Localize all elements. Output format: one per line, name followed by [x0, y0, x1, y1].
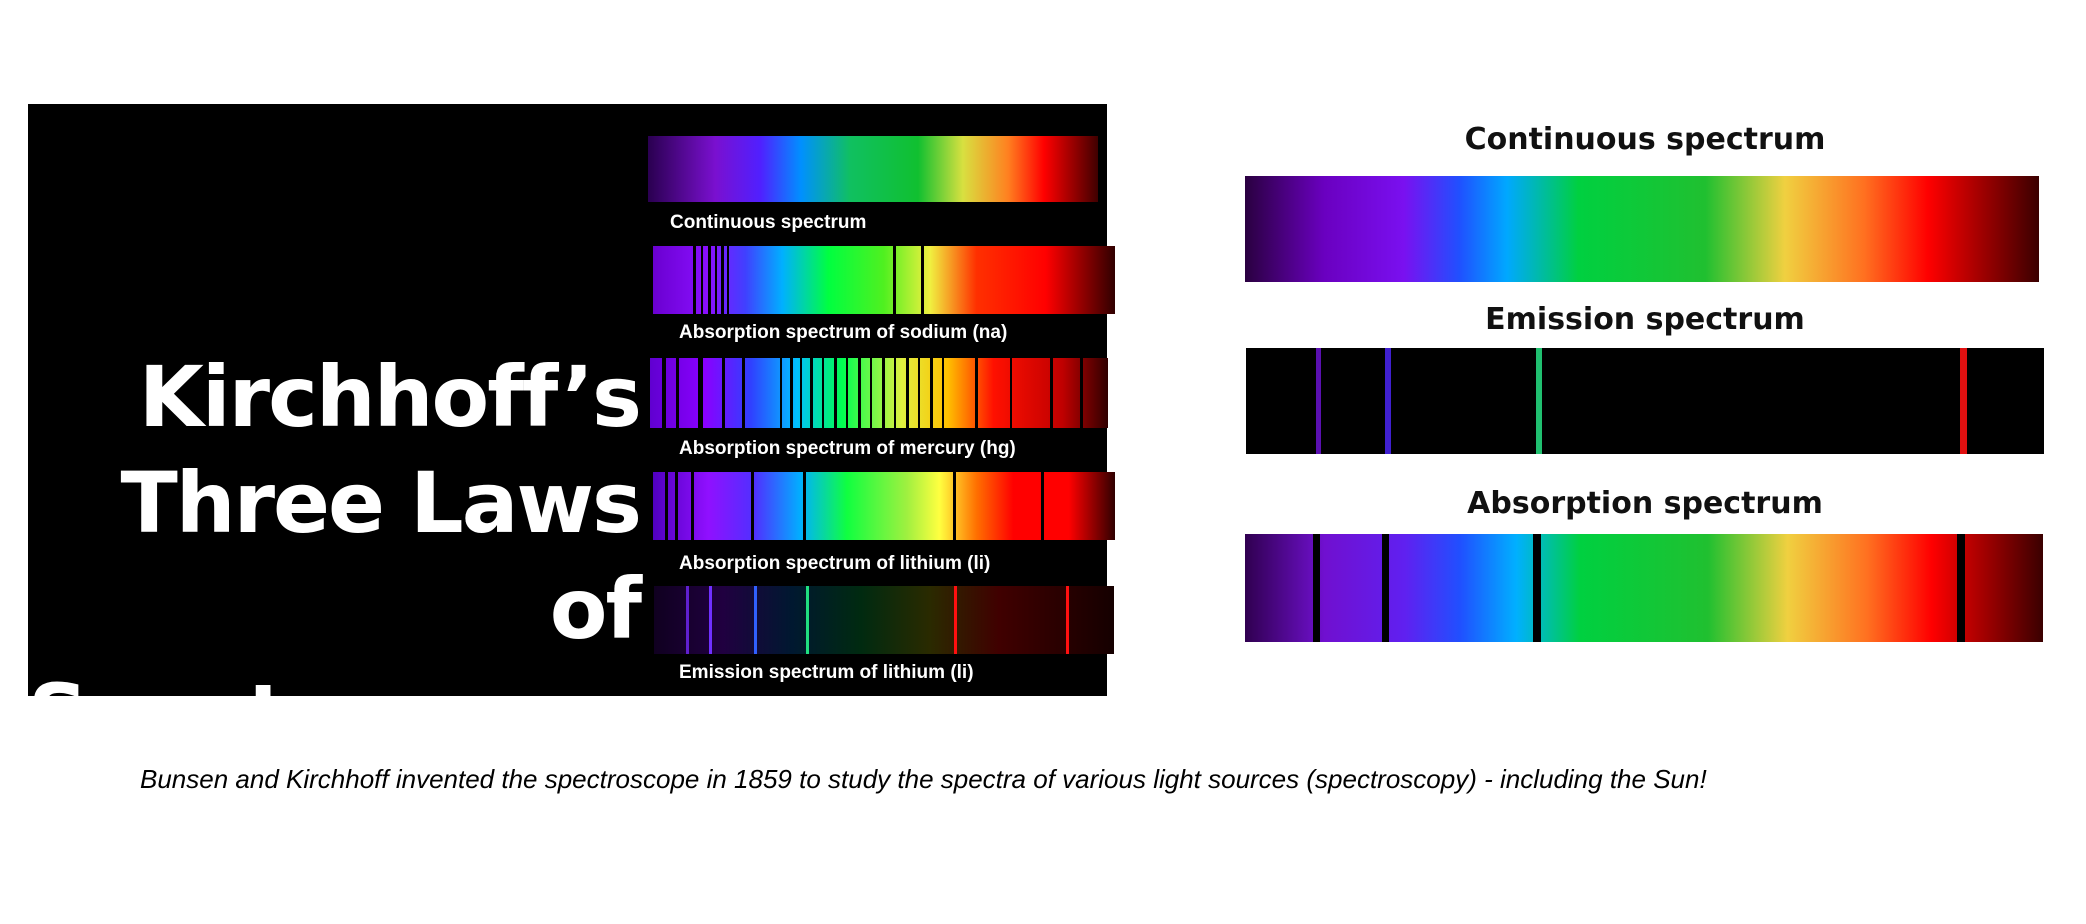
left-lithium-emission-spectrum: [654, 586, 1114, 654]
title-line-2: Three Laws of: [120, 454, 642, 658]
caption-sodium: Absorption spectrum of sodium (na): [679, 322, 1008, 343]
left-continuous-spectrum: [648, 136, 1098, 202]
heading-emission-spectrum: Emission spectrum: [1485, 302, 1805, 337]
right-continuous-spectrum: [1245, 176, 2039, 282]
right-absorption-spectrum: [1245, 534, 2043, 642]
left-sodium-spectrum: [653, 246, 1115, 314]
title-line-3: Spectroscopy: [28, 666, 645, 764]
heading-absorption-spectrum: Absorption spectrum: [1467, 486, 1823, 521]
kirchhoff-panel: Kirchhoff’s Three Laws of Spectroscopy C…: [28, 104, 1115, 764]
heading-continuous-spectrum: Continuous spectrum: [1464, 122, 1826, 157]
right-emission-spectrum: [1246, 348, 2044, 454]
caption-lithium-absorption: Absorption spectrum of lithium (li): [679, 553, 991, 574]
left-lithium-absorption-spectrum: [653, 472, 1115, 540]
title-line-1: Kirchhoff’s: [138, 348, 642, 446]
panel-title: Kirchhoff’s Three Laws of Spectroscopy: [28, 344, 645, 768]
slide-caption: Bunsen and Kirchhoff invented the spectr…: [140, 764, 1707, 794]
left-mercury-spectrum: [650, 358, 1108, 428]
caption-lithium-emission: Emission spectrum of lithium (li): [679, 662, 974, 683]
caption-mercury: Absorption spectrum of mercury (hg): [679, 438, 1016, 459]
caption-continuous: Continuous spectrum: [670, 212, 867, 233]
